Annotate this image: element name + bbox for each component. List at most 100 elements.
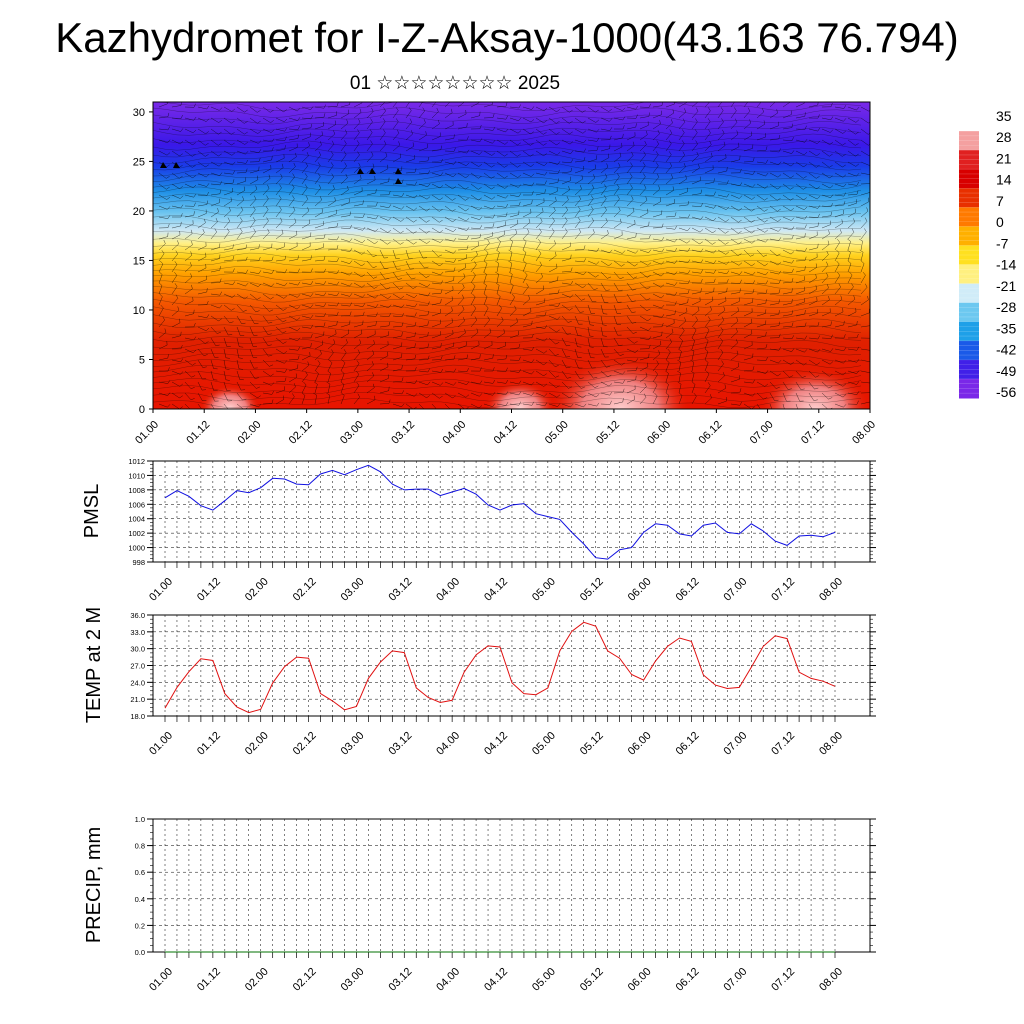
wind-barb [326, 381, 331, 394]
wind-barb [444, 355, 456, 361]
wind-barb [470, 194, 482, 201]
wind-barb [795, 359, 807, 366]
wind-barb [756, 370, 769, 374]
wind-barb [340, 173, 348, 185]
wind-barb [769, 289, 781, 295]
wind-barb [860, 128, 870, 135]
x-tick-label: 06.12 [674, 730, 702, 758]
wind-barb [470, 138, 483, 143]
x-tick-label: 01.00 [147, 576, 175, 604]
wind-barb [418, 381, 431, 386]
wind-barb [392, 102, 398, 108]
wind-barb [197, 337, 209, 344]
wind-barb [392, 216, 405, 222]
wind-barb [834, 139, 846, 146]
wind-barb [535, 171, 548, 176]
x-tick-label: 07.12 [769, 576, 797, 604]
wind-barb [496, 316, 504, 328]
wind-barb [457, 122, 468, 130]
wind-barb [587, 137, 600, 142]
wind-barb [834, 381, 847, 387]
wind-barb [392, 141, 401, 152]
wind-barb [210, 392, 219, 402]
wind-barb [665, 310, 676, 317]
wind-barb [301, 115, 314, 120]
wind-barb [743, 157, 755, 163]
wind-barb [574, 175, 583, 185]
wind-barb [184, 392, 195, 401]
wind-barb [808, 183, 820, 190]
wind-barb [184, 284, 193, 295]
wind-barb [158, 271, 163, 284]
wind-barb [470, 251, 478, 262]
wind-barb [223, 128, 235, 135]
wind-barb [353, 174, 362, 185]
wind-barb [717, 249, 730, 255]
contour-line [153, 219, 862, 230]
wind-barb [470, 150, 483, 155]
wind-barb [717, 384, 726, 394]
x-tick-label: 01.12 [184, 419, 212, 447]
wind-barb [613, 106, 626, 111]
wind-barb [197, 105, 210, 110]
wind-barb [340, 260, 353, 264]
wind-barb [626, 282, 637, 291]
wind-barb [197, 183, 210, 187]
wind-barb [704, 165, 714, 174]
wind-barb [275, 269, 288, 274]
wind-barb [158, 250, 165, 262]
x-tick-label: 01.00 [147, 730, 175, 758]
wind-barb [743, 280, 756, 285]
wind-barb [613, 337, 623, 346]
wind-barb [366, 372, 374, 383]
wind-barb [795, 224, 807, 229]
wind-barb [821, 359, 834, 365]
wind-barb [223, 217, 231, 229]
wind-barb [847, 106, 860, 111]
wind-barb [418, 238, 431, 244]
wind-barb [652, 130, 660, 141]
colorbar-segment [959, 150, 979, 170]
wind-barb [262, 348, 273, 357]
wind-barb [444, 160, 457, 165]
wind-barb [353, 282, 366, 288]
wind-barb [535, 348, 548, 354]
wind-barb [743, 249, 755, 257]
wind-barb [197, 242, 207, 251]
wind-barb [665, 301, 677, 306]
wind-barb [379, 238, 391, 245]
wind-barb [301, 173, 308, 185]
wind-barb [431, 145, 442, 152]
wind-barb [665, 359, 670, 372]
wind-barb [470, 403, 483, 409]
wind-barb [808, 285, 817, 295]
wind-barb [613, 326, 622, 336]
wind-barb [795, 298, 805, 306]
wind-barb [275, 154, 285, 163]
wind-barb [548, 228, 555, 240]
wind-barb [171, 261, 178, 273]
wind-barb [249, 359, 258, 369]
wind-barb [652, 210, 663, 218]
wind-barb [704, 269, 717, 274]
wind-barb [171, 150, 183, 157]
wind-barb [197, 200, 208, 207]
wind-barb [366, 293, 379, 299]
wind-barb [496, 367, 508, 372]
wind-barb [678, 238, 691, 244]
x-tick-label: 06.00 [645, 419, 673, 447]
wind-barb [665, 348, 671, 361]
wind-barb [327, 320, 338, 328]
wind-barb [353, 303, 366, 307]
wind-barb [275, 326, 287, 334]
wind-barb [730, 260, 743, 266]
wind-barb [626, 271, 638, 279]
wind-barb [756, 260, 768, 267]
wind-barb [353, 151, 360, 163]
wind-barb [587, 106, 599, 113]
wind-barb [717, 129, 725, 141]
wind-barb [730, 249, 742, 256]
wind-barb [704, 249, 717, 254]
wind-barb [418, 271, 430, 279]
wind-barb [808, 403, 813, 409]
